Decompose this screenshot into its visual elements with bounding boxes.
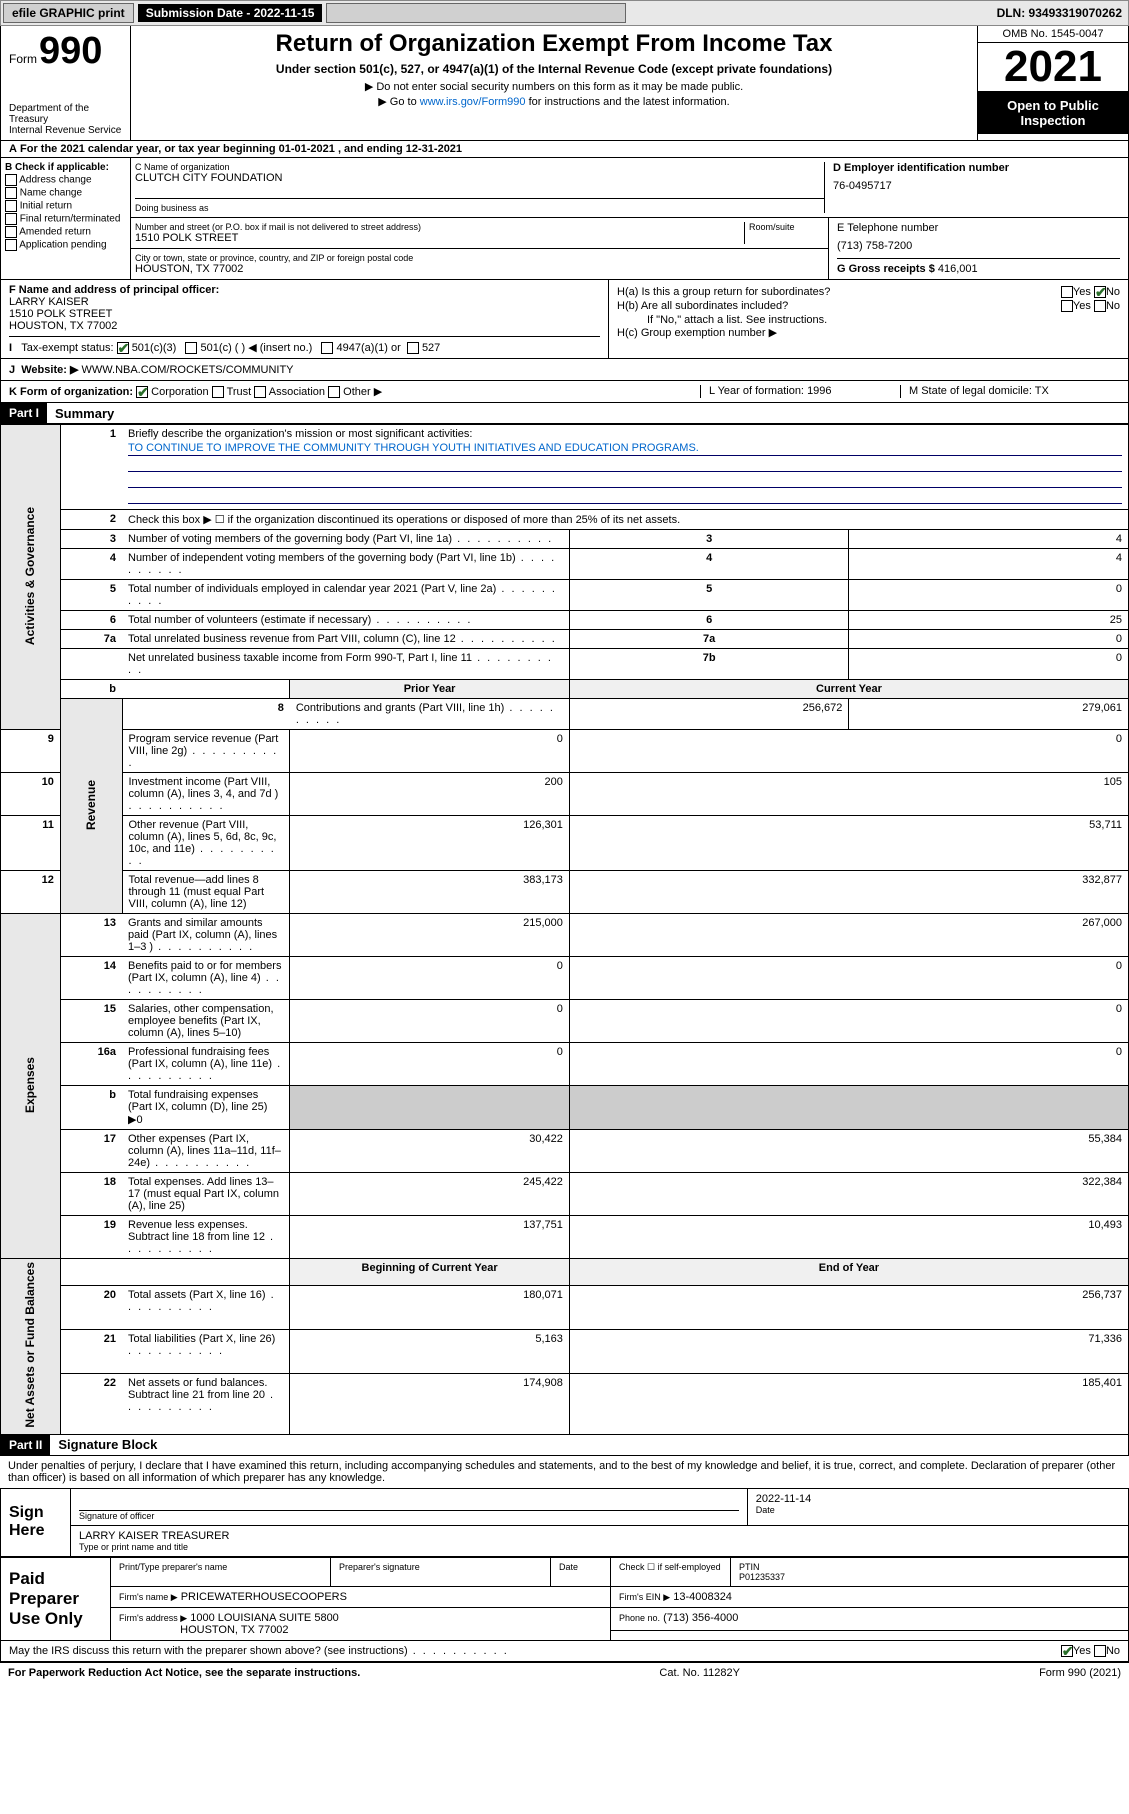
omb-number: OMB No. 1545-0047 [978, 26, 1128, 43]
tax-year: 2021 [978, 43, 1128, 92]
efile-button[interactable]: efile GRAPHIC print [3, 3, 134, 23]
city: HOUSTON, TX 77002 [135, 263, 824, 275]
signature-intro: Under penalties of perjury, I declare th… [0, 1456, 1129, 1488]
website-row: J Website: ▶ WWW.NBA.COM/ROCKETS/COMMUNI… [0, 359, 1129, 381]
org-name: CLUTCH CITY FOUNDATION [135, 172, 824, 184]
ein-label: D Employer identification number [833, 162, 1124, 174]
part2-bar: Part II Signature Block [0, 1435, 1129, 1456]
dept-label: Department of the Treasury [9, 103, 122, 125]
instruction-2: ▶ Go to www.irs.gov/Form990 for instruct… [139, 95, 969, 108]
form-label: Form [9, 52, 37, 66]
line-a: A For the 2021 calendar year, or tax yea… [0, 141, 1129, 158]
footer: For Paperwork Reduction Act Notice, see … [0, 1662, 1129, 1683]
k-row: K Form of organization: Corporation Trus… [0, 381, 1129, 403]
blank-button [326, 3, 626, 23]
signature-table: Sign Here Signature of officer 2022-11-1… [0, 1488, 1129, 1557]
phone-label: E Telephone number [837, 222, 1120, 234]
officer-section: F Name and address of principal officer:… [0, 280, 1129, 359]
street: 1510 POLK STREET [135, 232, 744, 244]
irs-link[interactable]: www.irs.gov/Form990 [420, 96, 526, 108]
form-subtitle: Under section 501(c), 527, or 4947(a)(1)… [139, 62, 969, 76]
dln: DLN: 93493319070262 [997, 6, 1126, 20]
mission-text: TO CONTINUE TO IMPROVE THE COMMUNITY THR… [128, 442, 1122, 456]
irs-label: Internal Revenue Service [9, 125, 122, 136]
form-number: 990 [39, 30, 102, 73]
phone-value: (713) 758-7200 [837, 240, 1120, 252]
submission-date: Submission Date - 2022-11-15 [138, 4, 323, 22]
ein-value: 76-0495717 [833, 180, 1124, 192]
form-title: Return of Organization Exempt From Incom… [139, 30, 969, 58]
part1-bar: Part I Summary [0, 403, 1129, 424]
instruction-1: ▶ Do not enter social security numbers o… [139, 80, 969, 93]
website-value: WWW.NBA.COM/ROCKETS/COMMUNITY [81, 364, 293, 376]
top-bar: efile GRAPHIC print Submission Date - 20… [0, 0, 1129, 26]
box-b: B Check if applicable: Address change Na… [1, 158, 131, 279]
preparer-table: Paid Preparer Use Only Print/Type prepar… [0, 1557, 1129, 1641]
summary-table: Activities & Governance 1 Briefly descri… [0, 424, 1129, 1435]
gross-receipts: 416,001 [938, 263, 978, 275]
form-header: Form 990 Department of the Treasury Inte… [0, 26, 1129, 141]
discuss-row: May the IRS discuss this return with the… [0, 1641, 1129, 1662]
section-bc: B Check if applicable: Address change Na… [0, 158, 1129, 280]
open-to-public: Open to Public Inspection [978, 92, 1128, 134]
name-label: C Name of organization [135, 162, 824, 172]
